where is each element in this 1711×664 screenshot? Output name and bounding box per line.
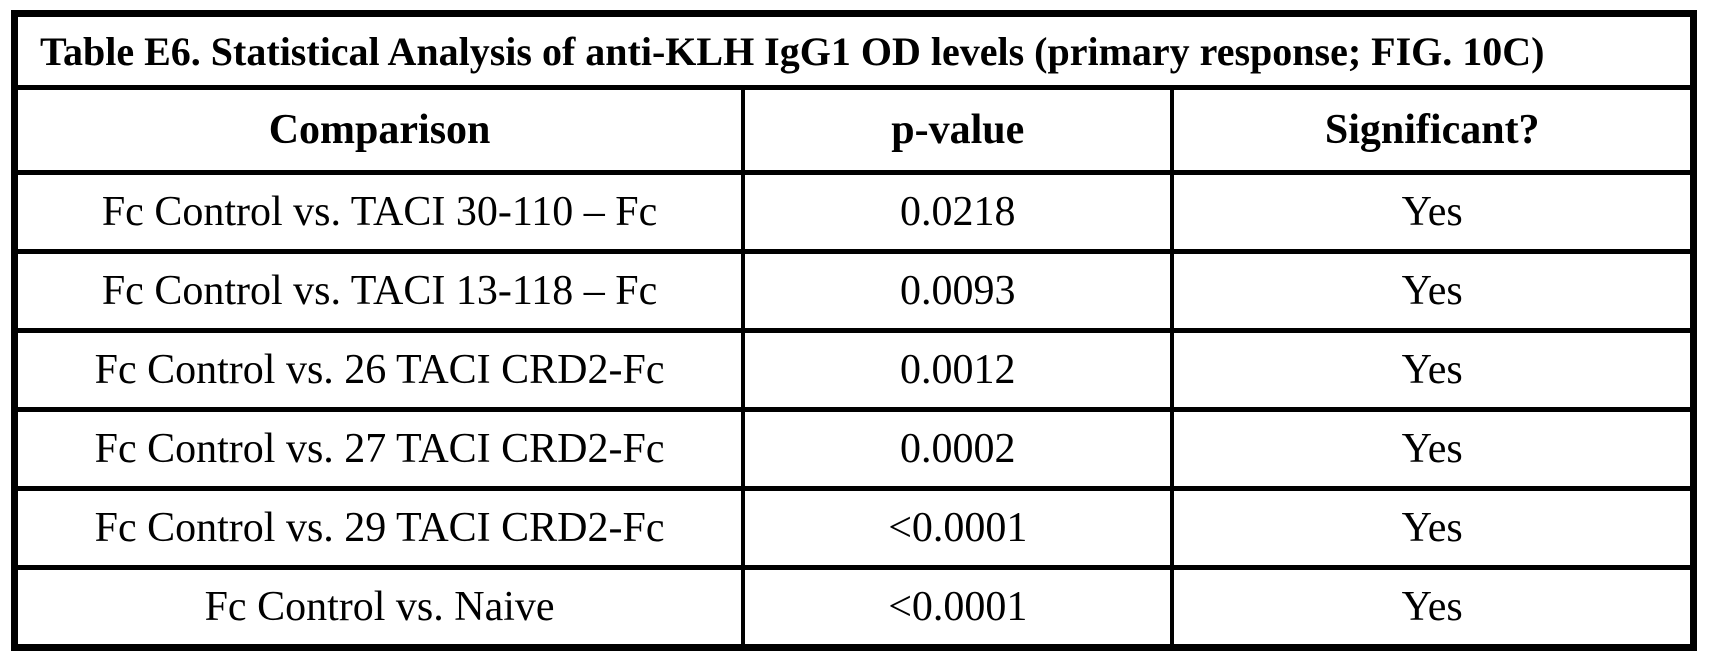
table-row: Fc Control vs. 26 TACI CRD2-Fc 0.0012 Ye… (12, 328, 1696, 412)
p-value-cell: <0.0001 (741, 486, 1175, 570)
significant-cell: Yes (1170, 249, 1696, 333)
significant-cell: Yes (1170, 328, 1696, 412)
significant-cell: Yes (1170, 486, 1696, 570)
p-value-cell: 0.0093 (741, 249, 1175, 333)
column-header-p-value: p-value (741, 85, 1175, 175)
p-value-cell: 0.0218 (741, 170, 1175, 254)
p-value-cell: <0.0001 (741, 565, 1175, 650)
comparison-cell: Fc Control vs. 27 TACI CRD2-Fc (12, 407, 746, 491)
significant-cell: Yes (1170, 170, 1696, 254)
column-header-comparison: Comparison (12, 85, 746, 175)
comparison-cell: Fc Control vs. 26 TACI CRD2-Fc (12, 328, 746, 412)
table-header-row: Comparison p-value Significant? (12, 85, 1696, 175)
comparison-cell: Fc Control vs. Naive (12, 565, 746, 650)
comparison-cell: Fc Control vs. 29 TACI CRD2-Fc (12, 486, 746, 570)
comparison-cell: Fc Control vs. TACI 13-118 – Fc (12, 249, 746, 333)
table-row: Fc Control vs. Naive <0.0001 Yes (12, 565, 1696, 650)
significant-cell: Yes (1170, 565, 1696, 650)
table-title: Table E6. Statistical Analysis of anti-K… (12, 11, 1696, 89)
table-title-row: Table E6. Statistical Analysis of anti-K… (12, 11, 1696, 89)
statistical-analysis-table: Table E6. Statistical Analysis of anti-K… (11, 10, 1697, 651)
table-row: Fc Control vs. TACI 13-118 – Fc 0.0093 Y… (12, 249, 1696, 333)
table-row: Fc Control vs. 29 TACI CRD2-Fc <0.0001 Y… (12, 486, 1696, 570)
p-value-cell: 0.0002 (741, 407, 1175, 491)
significant-cell: Yes (1170, 407, 1696, 491)
table-row: Fc Control vs. TACI 30-110 – Fc 0.0218 Y… (12, 170, 1696, 254)
p-value-cell: 0.0012 (741, 328, 1175, 412)
comparison-cell: Fc Control vs. TACI 30-110 – Fc (12, 170, 746, 254)
column-header-significant: Significant? (1170, 85, 1696, 175)
table-row: Fc Control vs. 27 TACI CRD2-Fc 0.0002 Ye… (12, 407, 1696, 491)
